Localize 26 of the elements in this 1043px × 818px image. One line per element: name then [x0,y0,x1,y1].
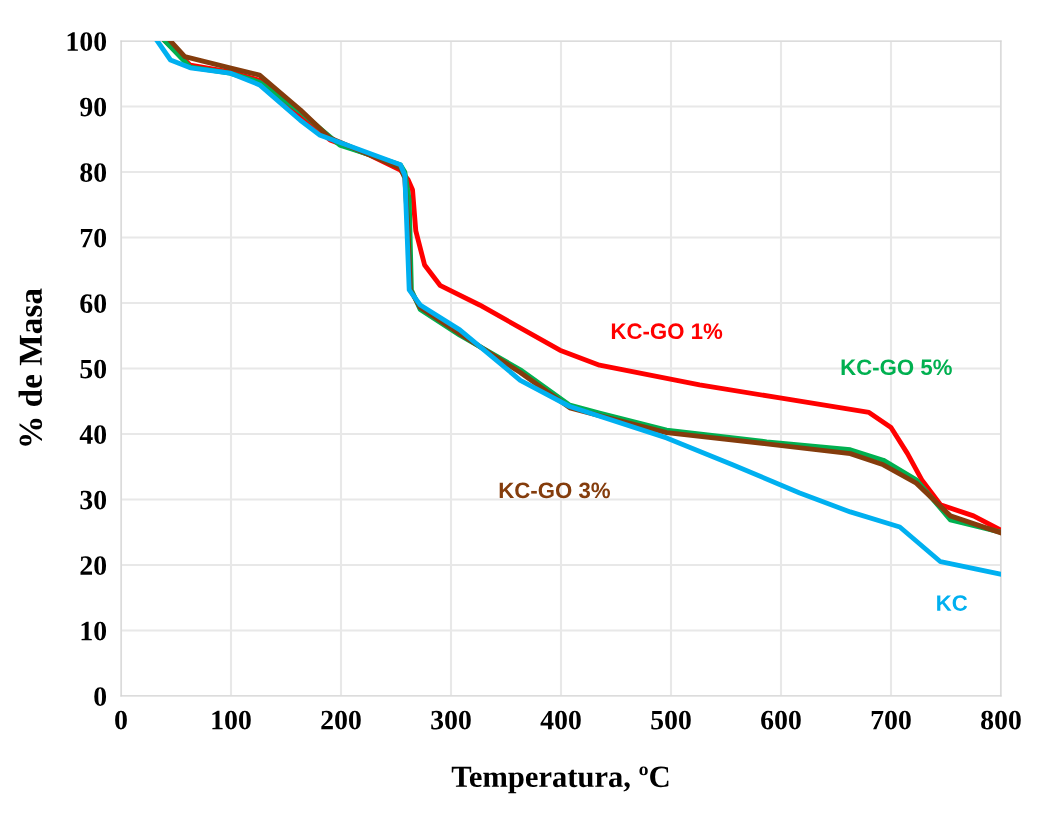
x-tick-label: 700 [871,710,911,730]
text: KC-GO 3% [499,482,610,499]
y-tick-label: 20 [80,556,107,575]
x-tick-label: 300 [431,710,471,730]
series-label: KC [937,595,968,611]
x-tick-label: 600 [761,710,801,730]
y-tick-label: 0 [94,687,107,706]
x-tick-label: 800 [981,710,1021,730]
y-tick-label: 60 [80,294,107,313]
x-tick-label: 500 [651,710,691,730]
y-tick-label: 10 [81,621,107,641]
x-tick-label: 0 [115,710,127,730]
series-label: KC-GO 1% [611,323,723,340]
y-tick-label: 30 [80,490,107,510]
x-tick-label: 100 [212,710,251,730]
text: KC-GO 5% [841,359,952,376]
y-tick-label: 40 [79,425,107,444]
y-tick-label: 80 [80,163,107,182]
y-axis-title: % de Masa [18,288,43,446]
x-axis-title: Temperatura, ºC [451,766,669,794]
x-tick-label: 400 [540,710,581,730]
y-tick-label: 50 [80,359,107,379]
y-tick-label: 100 [67,32,107,51]
x-tick-label: 200 [321,710,361,730]
y-tick-label: 90 [80,97,107,117]
y-tick-label: 70 [80,228,107,248]
